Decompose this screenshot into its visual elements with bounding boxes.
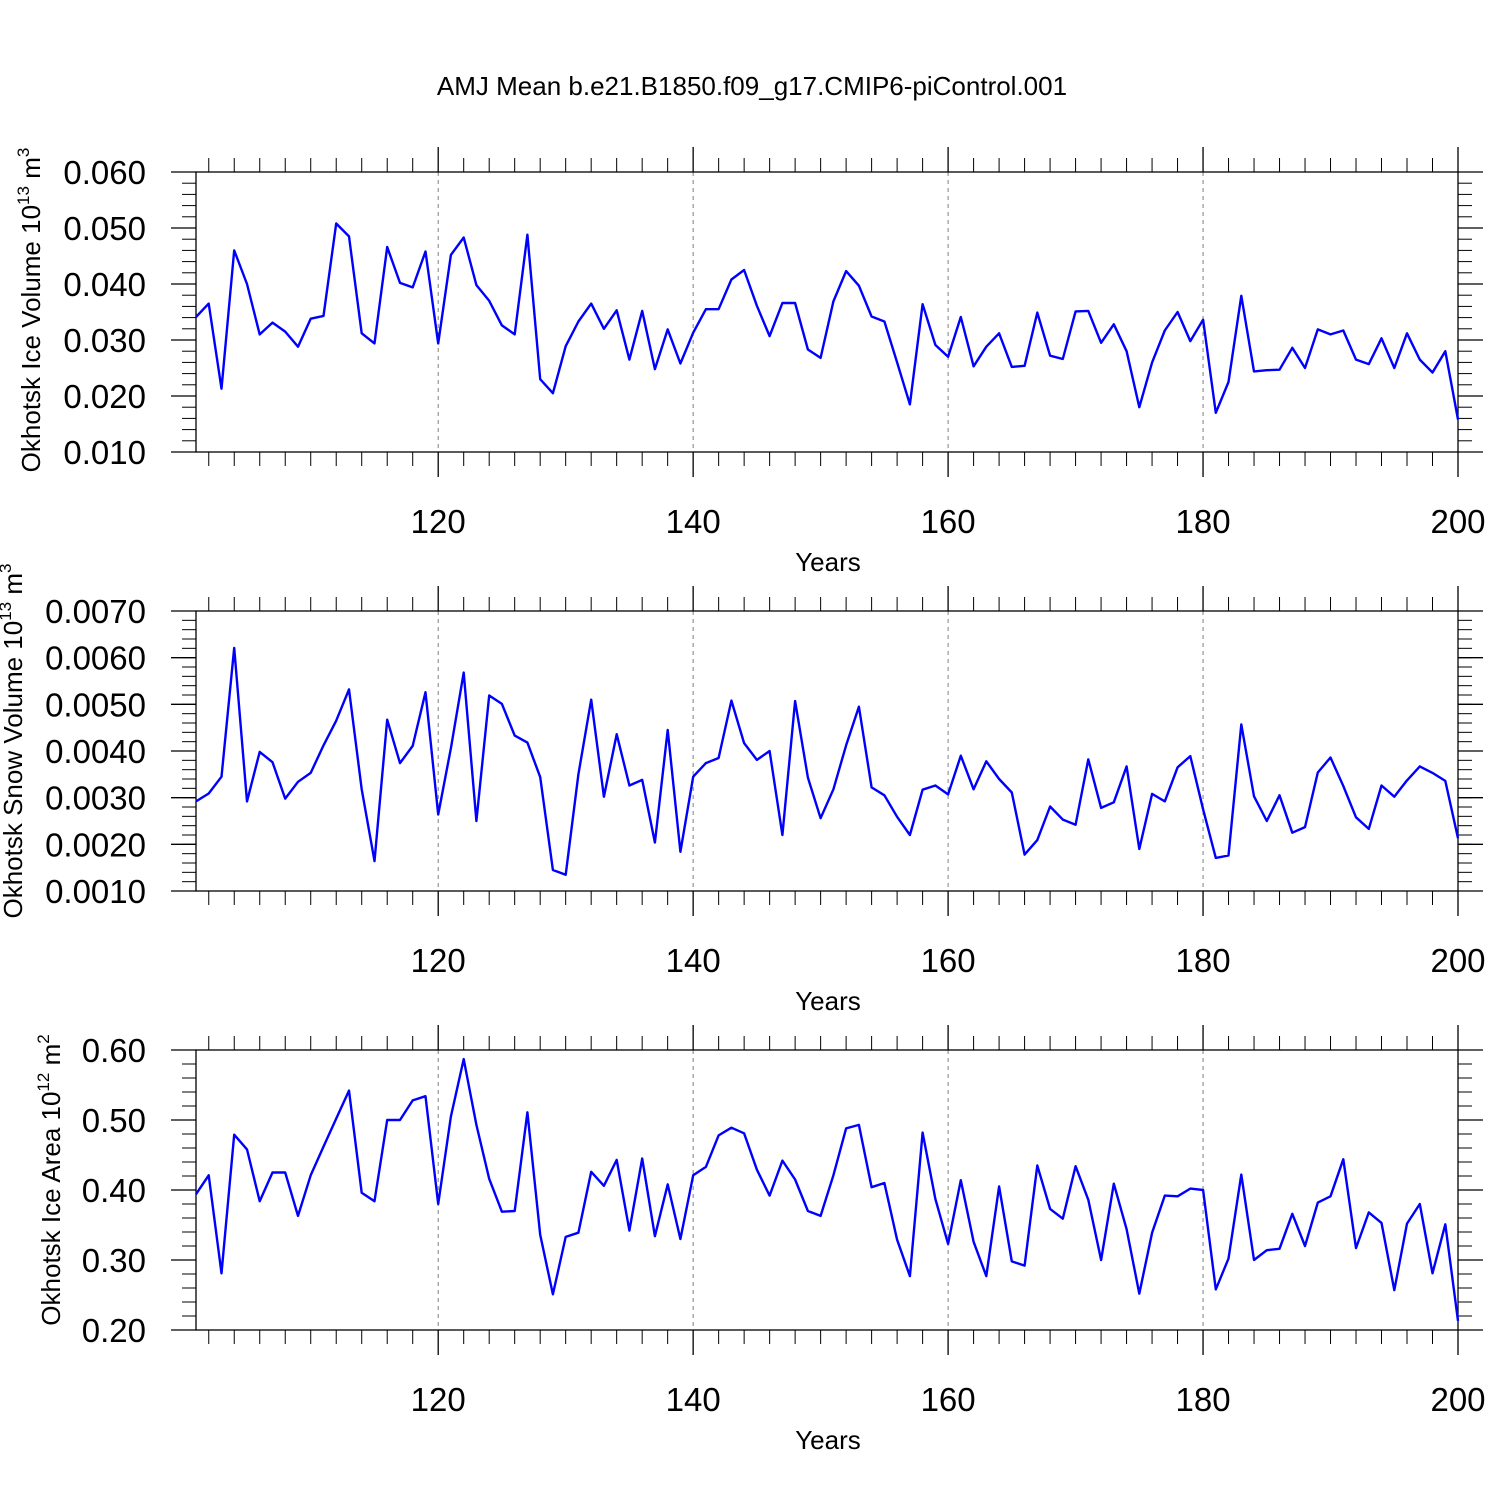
y-tick-label: 0.30 (82, 1242, 146, 1279)
x-tick-label: 200 (1430, 503, 1485, 540)
x-axis-label: Years (795, 1425, 861, 1455)
y-axis-label-exponent: 12 (34, 1073, 53, 1092)
x-tick-label: 140 (666, 942, 721, 979)
plot-frame (195, 171, 1459, 453)
y-tick-label: 0.40 (82, 1172, 146, 1209)
x-tick-label: 200 (1430, 1381, 1485, 1418)
x-tick-label: 200 (1430, 942, 1485, 979)
y-tick-label: 0.020 (63, 378, 146, 415)
x-tick-label: 160 (921, 1381, 976, 1418)
x-axis-label: Years (795, 547, 861, 577)
y-axis-label-unit-exponent: 3 (14, 148, 33, 157)
x-tick-label: 120 (411, 503, 466, 540)
x-tick-label: 160 (921, 942, 976, 979)
y-tick-label: 0.20 (82, 1312, 146, 1349)
y-tick-label: 0.0070 (45, 593, 146, 630)
x-tick-label: 180 (1176, 942, 1231, 979)
y-axis-label-unit-exponent: 2 (34, 1034, 53, 1043)
x-tick-label: 120 (411, 1381, 466, 1418)
y-axis-label-text: Okhotsk Ice Area 10 (36, 1092, 66, 1326)
x-axis-label: Years (795, 986, 861, 1016)
y-tick-label: 0.040 (63, 266, 146, 303)
y-tick-label: 0.0030 (45, 780, 146, 817)
x-tick-label: 120 (411, 942, 466, 979)
y-tick-label: 0.50 (82, 1102, 146, 1139)
plot-frame (195, 1049, 1459, 1331)
y-tick-label: 0.0050 (45, 686, 146, 723)
y-axis-label-exponent: 13 (14, 186, 33, 205)
y-tick-label: 0.010 (63, 434, 146, 471)
y-tick-label: 0.030 (63, 322, 146, 359)
y-axis-label: Okhotsk Ice Area 1012 m2 (34, 1034, 66, 1325)
chart-title: AMJ Mean b.e21.B1850.f09_g17.CMIP6-piCon… (437, 71, 1067, 101)
x-tick-label: 160 (921, 503, 976, 540)
chart-panels: 0.010 0.020 0.030 0.040 0.050 0.060 120 140 160 1… (0, 147, 1486, 1455)
y-tick-label: 0.050 (63, 210, 146, 247)
series-line (195, 646, 1460, 876)
x-tick-label: 180 (1176, 503, 1231, 540)
x-tick-label: 180 (1176, 1381, 1231, 1418)
y-axis-label-unit: m (0, 573, 28, 602)
x-tick-label: 140 (666, 503, 721, 540)
y-axis-label-text: Okhotsk Ice Volume 10 (16, 205, 46, 472)
y-axis-label: Okhotsk Ice Volume 1013 m3 (14, 148, 46, 473)
y-tick-label: 0.0040 (45, 733, 146, 770)
y-axis-label: Okhotsk Snow Volume 1013 m3 (0, 564, 28, 919)
series-line (195, 1057, 1460, 1322)
y-tick-label: 0.0010 (45, 873, 146, 910)
y-tick-label: 0.60 (82, 1032, 146, 1069)
y-tick-label: 0.060 (63, 154, 146, 191)
x-tick-label: 140 (666, 1381, 721, 1418)
y-axis-label-unit-exponent: 3 (0, 564, 15, 573)
panel-2: 0.0010 0.0020 0.0030 0.0040 0.0050 0.0060 0.00… (0, 564, 1486, 1017)
panel-1: 0.010 0.020 0.030 0.040 0.050 0.060 120 140 160 1… (14, 147, 1486, 577)
y-axis-label-unit: m (16, 157, 46, 186)
plot-frame (195, 610, 1459, 892)
panel-3: 0.20 0.30 0.40 0.50 0.60 120 140 160 180 200 Years… (34, 1025, 1486, 1455)
y-tick-label: 0.0060 (45, 640, 146, 677)
series-line (195, 222, 1460, 420)
y-axis-label-unit: m (36, 1044, 66, 1073)
y-axis-label-exponent: 13 (0, 602, 15, 621)
y-axis-label-text: Okhotsk Snow Volume 10 (0, 621, 28, 919)
y-tick-label: 0.0020 (45, 826, 146, 863)
